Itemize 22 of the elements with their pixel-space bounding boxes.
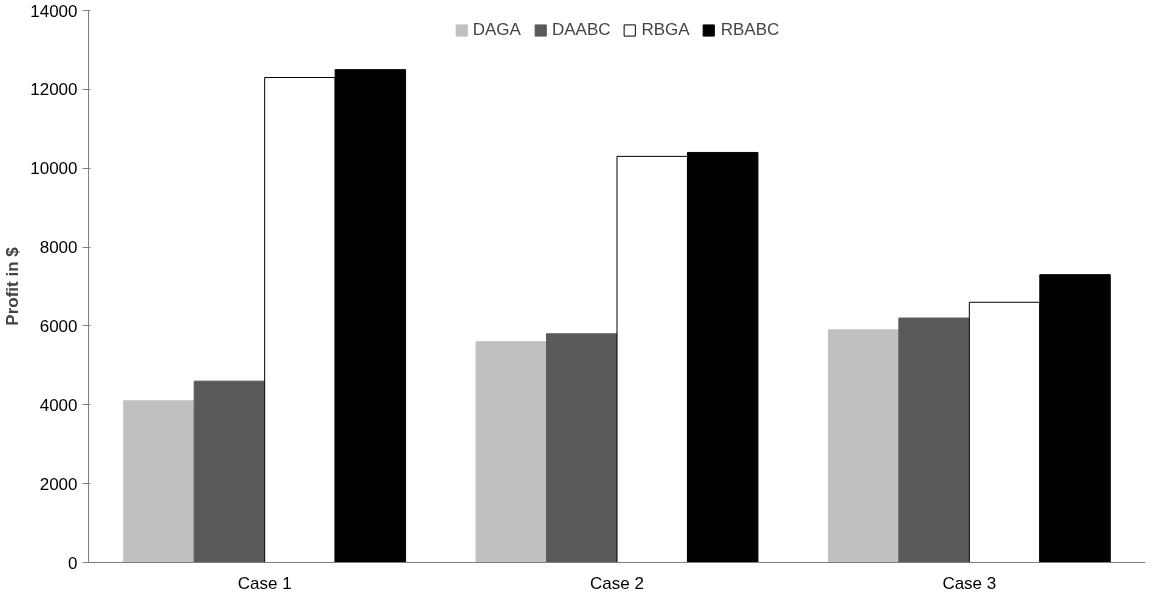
bar <box>123 400 195 563</box>
bar <box>193 380 266 563</box>
x-tick-label: Case 3 <box>942 573 997 593</box>
bar <box>475 341 548 563</box>
bar <box>546 333 618 563</box>
y-tick-label: 12000 <box>30 80 78 100</box>
y-tick-label: 2000 <box>39 474 78 494</box>
bar <box>827 329 900 563</box>
bar <box>898 317 970 563</box>
x-tick-label: Case 2 <box>590 573 644 593</box>
legend-label: DAABC <box>551 20 611 40</box>
x-tick-label: Case 1 <box>237 573 292 593</box>
y-tick-label: 10000 <box>30 159 78 179</box>
y-tick-label: 6000 <box>39 316 78 336</box>
y-tick-label: 0 <box>68 553 78 573</box>
y-axis-title: Profit in $ <box>3 246 23 326</box>
y-tick-label: 8000 <box>39 238 78 258</box>
legend-label: RBGA <box>641 20 690 40</box>
y-tick-label: 14000 <box>30 1 78 21</box>
y-tick-label: 4000 <box>39 395 78 415</box>
legend-label: RBABC <box>720 20 780 40</box>
legend-label: DAGA <box>472 20 521 40</box>
